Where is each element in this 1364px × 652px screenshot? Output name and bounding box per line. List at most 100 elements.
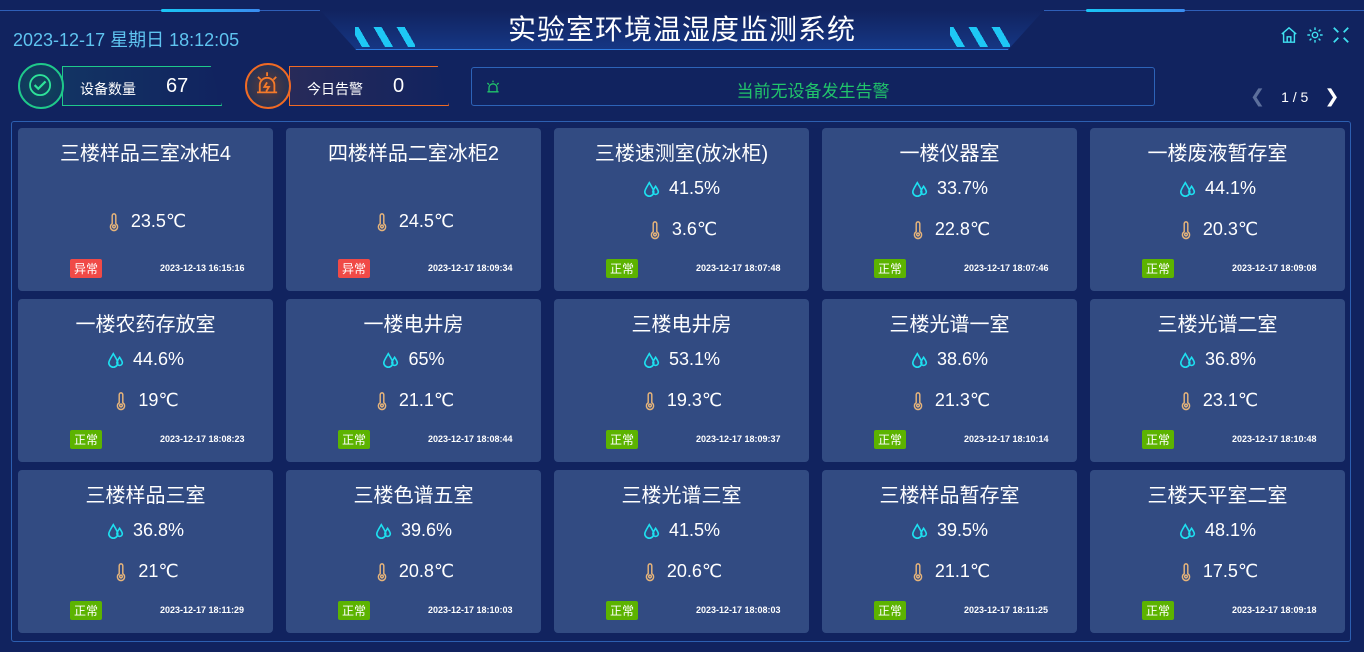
device-card[interactable]: 三楼样品三室 36.8% 21℃ 正常 2023-12-17 18:11:29 [18,470,273,633]
thermometer-icon [645,391,655,410]
update-time: 2023-12-17 18:08:23 [160,434,245,444]
status-badge: 正常 [1142,259,1175,278]
humidity-row: 53.1% [554,349,809,370]
device-card[interactable]: 三楼电井房 53.1% 19.3℃ 正常 2023-12-17 18:09:37 [554,299,809,462]
device-card[interactable]: 三楼光谱三室 41.5% 20.6℃ 正常 2023-12-17 18:08:03 [554,470,809,633]
device-name: 一楼仪器室 [899,143,1000,165]
device-count-stat: 设备数量 67 [18,63,228,109]
humidity-row: 39.5% [822,520,1077,541]
humidity-value: 36.8% [1204,349,1257,369]
update-time: 2023-12-17 18:11:25 [964,605,1049,615]
temperature-row: 23.1℃ [1090,390,1345,411]
humidity-value: 38.6% [936,349,989,369]
humidity-row: 38.6% [822,349,1077,370]
device-card[interactable]: 三楼光谱一室 38.6% 21.3℃ 正常 2023-12-17 18:10:14 [822,299,1077,462]
temperature-row: 21.1℃ [822,561,1077,582]
check-cycle-icon [18,63,64,109]
humidity-value: 39.5% [936,520,989,540]
thermometer-icon [1181,562,1191,581]
header-glow-right [1086,9,1185,12]
stat-frame [289,66,449,106]
today-alarm-value: 0 [393,75,405,97]
humidity-icon [911,180,928,197]
header-line-right [1044,10,1364,11]
humidity-value: 48.1% [1204,520,1257,540]
today-alarm-label: 今日告警 [307,81,363,97]
device-name: 一楼农药存放室 [75,314,216,336]
temperature-row: 17.5℃ [1090,561,1345,582]
thermometer-icon [1181,391,1191,410]
update-time: 2023-12-17 18:10:48 [1232,434,1317,444]
temperature-value: 17.5℃ [1202,561,1259,581]
temperature-row: 21.1℃ [286,390,541,411]
device-name: 三楼天平室二室 [1147,485,1288,507]
humidity-icon [107,522,124,539]
temperature-value: 21.1℃ [934,561,991,581]
humidity-icon [383,351,399,368]
temperature-row: 21.3℃ [822,390,1077,411]
temperature-row: 23.5℃ [18,211,273,232]
device-card[interactable]: 三楼样品暂存室 39.5% 21.1℃ 正常 2023-12-17 18:11:25 [822,470,1077,633]
humidity-value: 41.5% [668,520,721,540]
thermometer-icon [117,391,126,410]
today-alarm-stat: 今日告警 0 [245,63,455,109]
device-card[interactable]: 三楼样品三室冰柜4 23.5℃ 异常 2023-12-13 16:15:16 [18,128,273,291]
status-badge: 正常 [70,601,103,620]
datetime: 2023-12-17 星期日 18:12:05 [13,30,240,50]
status-badge: 正常 [874,601,907,620]
header-glow-left [161,9,260,12]
device-card[interactable]: 三楼速测室(放冰柜) 41.5% 3.6℃ 正常 2023-12-17 18:07:48 [554,128,809,291]
update-time: 2023-12-17 18:07:46 [964,263,1049,273]
status-badge: 正常 [606,259,639,278]
status-badge: 正常 [1142,601,1175,620]
device-card[interactable]: 一楼仪器室 33.7% 22.8℃ 正常 2023-12-17 18:07:46 [822,128,1077,291]
humidity-icon [375,522,392,539]
device-card[interactable]: 一楼农药存放室 44.6% 19℃ 正常 2023-12-17 18:08:23 [18,299,273,462]
device-name: 三楼样品暂存室 [879,485,1020,507]
humidity-value: 44.1% [1204,178,1257,198]
update-time: 2023-12-17 18:10:03 [428,605,513,615]
temperature-value: 21.3℃ [934,390,991,410]
humidity-row: 39.6% [286,520,541,541]
prev-page-button[interactable]: ❮ [1250,86,1266,106]
device-card[interactable]: 三楼天平室二室 48.1% 17.5℃ 正常 2023-12-17 18:09:18 [1090,470,1345,633]
temperature-value: 23.1℃ [1202,390,1259,410]
next-page-button[interactable]: ❯ [1324,86,1340,106]
humidity-value: 33.7% [936,178,989,198]
home-icon[interactable] [1280,26,1298,44]
humidity-value: 44.6% [132,349,185,369]
temperature-row: 22.8℃ [822,219,1077,240]
update-time: 2023-12-17 18:08:03 [696,605,781,615]
fullscreen-icon[interactable] [1332,26,1350,44]
thermometer-icon [913,391,923,410]
humidity-icon [1179,522,1196,539]
device-card[interactable]: 三楼光谱二室 36.8% 23.1℃ 正常 2023-12-17 18:10:48 [1090,299,1345,462]
humidity-value: 36.8% [132,520,185,540]
alarm-notice-text: 当前无设备发生告警 [736,82,890,101]
gear-icon[interactable] [1306,26,1324,44]
status-badge: 正常 [70,430,103,449]
device-name: 一楼电井房 [363,314,464,336]
status-badge: 正常 [606,601,639,620]
device-name: 一楼废液暂存室 [1147,143,1288,165]
stripes-right [950,27,1010,47]
humidity-icon [643,351,660,368]
humidity-value: 65% [408,349,445,369]
status-badge: 正常 [338,601,371,620]
device-card[interactable]: 三楼色谱五室 39.6% 20.8℃ 正常 2023-12-17 18:10:03 [286,470,541,633]
device-name: 四楼样品二室冰柜2 [327,143,500,165]
status-badge: 正常 [874,259,907,278]
humidity-value: 39.6% [400,520,453,540]
header-line-left [0,10,320,11]
update-time: 2023-12-17 18:10:14 [964,434,1049,444]
device-card[interactable]: 一楼电井房 65% 21.1℃ 正常 2023-12-17 18:08:44 [286,299,541,462]
humidity-icon [911,351,928,368]
page-title: 实验室环境温湿度监测系统 [507,14,856,45]
humidity-icon [1179,351,1196,368]
device-card[interactable]: 四楼样品二室冰柜2 24.5℃ 异常 2023-12-17 18:09:34 [286,128,541,291]
device-card[interactable]: 一楼废液暂存室 44.1% 20.3℃ 正常 2023-12-17 18:09:08 [1090,128,1345,291]
temperature-value: 19.3℃ [666,390,723,410]
update-time: 2023-12-17 18:11:29 [160,605,245,615]
thermometer-icon [645,562,655,581]
device-panel [11,121,1351,642]
